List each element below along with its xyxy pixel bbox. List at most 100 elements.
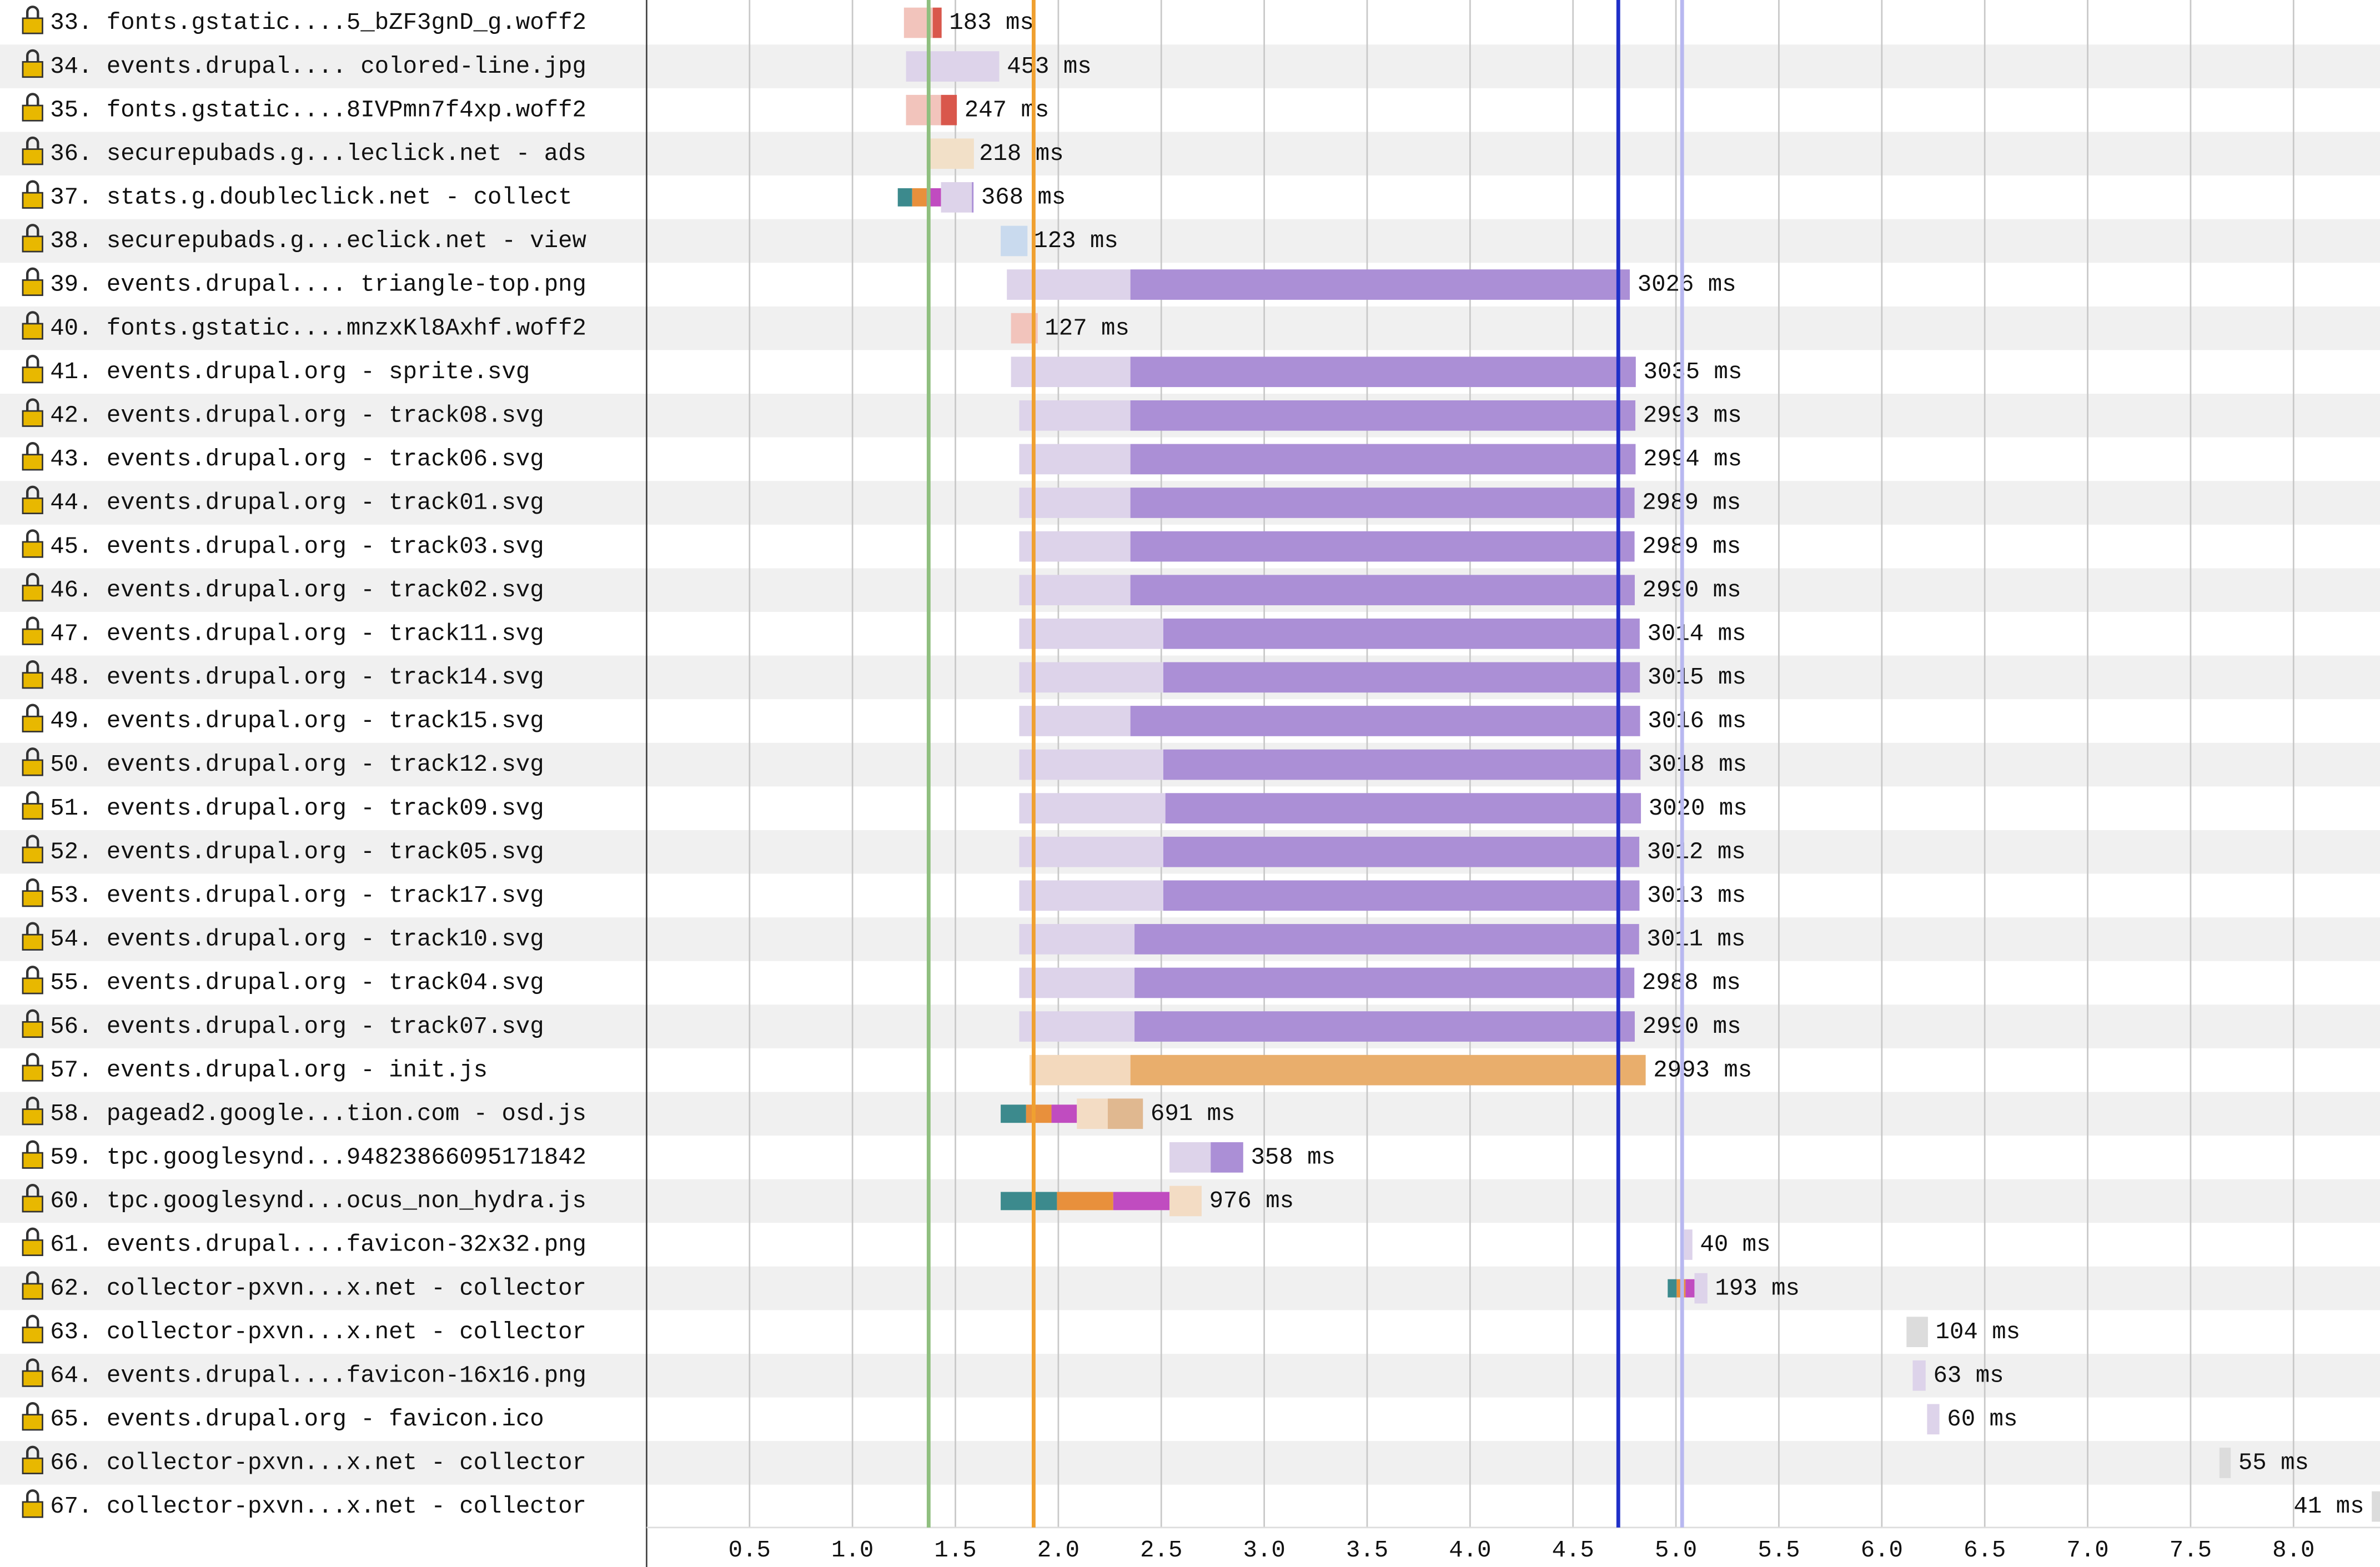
wait-phase [1169, 1186, 1202, 1217]
wait-phase [1019, 444, 1131, 475]
request-label: 49. events.drupal.org - track15.svg [50, 708, 544, 735]
lock-shackle [26, 311, 39, 324]
duration-label: 3026 ms [1638, 272, 1736, 298]
lock-shackle [26, 704, 39, 717]
duration-label: 60 ms [1947, 1406, 2017, 1433]
request-bar [1169, 1142, 1243, 1173]
lock-shackle [26, 93, 39, 106]
wait-phase [906, 94, 941, 125]
lock-body [22, 366, 43, 384]
wait-phase [1019, 924, 1135, 955]
download-phase [1134, 1011, 1635, 1042]
wait-phase [1019, 880, 1163, 911]
request-bar [1019, 1011, 1635, 1042]
request-bar [1019, 836, 1640, 867]
connect-phase [1026, 1104, 1052, 1123]
wait-phase [1019, 749, 1163, 780]
download-phase [1130, 1054, 1646, 1086]
lock-shackle [26, 1009, 39, 1022]
lock-body [22, 192, 43, 209]
lock-body [22, 846, 43, 863]
duration-label: 3020 ms [1649, 795, 1748, 822]
lock-body [22, 1021, 43, 1038]
request-bar [1001, 1098, 1143, 1129]
duration-label: 691 ms [1151, 1101, 1236, 1127]
lock-body [22, 977, 43, 995]
lock-body [22, 715, 43, 732]
duration-label: 3014 ms [1648, 620, 1746, 647]
download-phase [1130, 488, 1635, 518]
request-bar [2219, 1448, 2231, 1478]
request-label: 67. collector-pxvn...x.net - collector [50, 1493, 586, 1520]
download-phase [1165, 793, 1641, 823]
lock-shackle [26, 1314, 39, 1328]
duration-label: 40 ms [1700, 1232, 1770, 1258]
request-bar [1019, 880, 1640, 911]
request-label: 39. events.drupal.... triangle-top.png [50, 272, 586, 298]
duration-label: 2988 ms [1642, 970, 1741, 996]
wait-phase [1019, 488, 1131, 518]
request-label: 52. events.drupal.org - track05.svg [50, 838, 544, 865]
request-label: 48. events.drupal.org - track14.svg [50, 664, 544, 691]
x-tick-label: 6.5 [1964, 1537, 2006, 1564]
lock-body [22, 672, 43, 689]
download-phase [1130, 400, 1636, 431]
download-phase [972, 182, 974, 213]
lock-shackle [26, 267, 39, 280]
duration-label: 2990 ms [1643, 1013, 1741, 1040]
lock-shackle [26, 49, 39, 62]
lock-shackle [26, 1358, 39, 1372]
wait-phase [2219, 1448, 2231, 1478]
wait-phase [1169, 1142, 1211, 1173]
lock-shackle [26, 354, 39, 368]
request-bar [1001, 1186, 1202, 1217]
request-label: 33. fonts.gstatic....5_bZF3gnD_g.woff2 [50, 9, 586, 36]
wait-phase [1019, 618, 1163, 649]
wait-phase [1019, 793, 1166, 823]
x-tick-label: 4.0 [1449, 1537, 1491, 1564]
lock-shackle [26, 747, 39, 760]
download-phase [1130, 575, 1635, 606]
request-bar [1019, 662, 1640, 693]
x-tick-label: 8.0 [2272, 1537, 2314, 1564]
duration-label: 193 ms [1715, 1275, 1800, 1302]
connect-phase [912, 188, 927, 207]
wait-phase [1927, 1404, 1940, 1435]
request-bar [906, 94, 957, 125]
duration-label: 63 ms [1933, 1362, 2004, 1389]
request-bar [906, 51, 1000, 82]
lock-shackle [26, 398, 39, 411]
lock-body [22, 148, 43, 165]
request-label: 55. events.drupal.org - track04.svg [50, 970, 544, 996]
wait-phase [1019, 706, 1131, 736]
wait-phase [1019, 531, 1131, 562]
connect-phase [1685, 1279, 1695, 1298]
duration-label: 2993 ms [1643, 403, 1742, 429]
duration-label: 368 ms [981, 184, 1066, 211]
request-label: 57. events.drupal.org - init.js [50, 1057, 488, 1083]
download-phase [1107, 1098, 1143, 1129]
download-phase [1163, 749, 1641, 780]
request-label: 36. securepubads.g...leclick.net - ads [50, 140, 586, 167]
request-bar [1007, 269, 1630, 300]
request-label: 44. events.drupal.org - track01.svg [50, 490, 544, 516]
request-bar [903, 7, 942, 38]
lock-shackle [26, 485, 39, 499]
duration-label: 3018 ms [1648, 751, 1747, 778]
request-bar [2372, 1491, 2380, 1522]
duration-label: 2989 ms [1642, 490, 1741, 516]
lock-body [22, 104, 43, 122]
request-bar [1019, 967, 1635, 998]
lock-shackle [26, 136, 39, 149]
row-band [0, 44, 2380, 88]
request-bar [1019, 618, 1640, 649]
wait-phase [1029, 1054, 1131, 1086]
duration-label: 358 ms [1251, 1144, 1335, 1171]
lock-body [22, 803, 43, 820]
row-band [0, 1353, 2380, 1398]
duration-label: 3015 ms [1648, 664, 1746, 691]
lock-body [22, 279, 43, 297]
lock-body [22, 1457, 43, 1474]
lock-body [22, 1108, 43, 1126]
wait-phase [1684, 1229, 1693, 1260]
